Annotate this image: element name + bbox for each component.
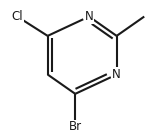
Text: Cl: Cl xyxy=(12,10,23,23)
Text: N: N xyxy=(112,68,121,81)
Text: Br: Br xyxy=(69,120,82,133)
Text: N: N xyxy=(85,10,93,23)
